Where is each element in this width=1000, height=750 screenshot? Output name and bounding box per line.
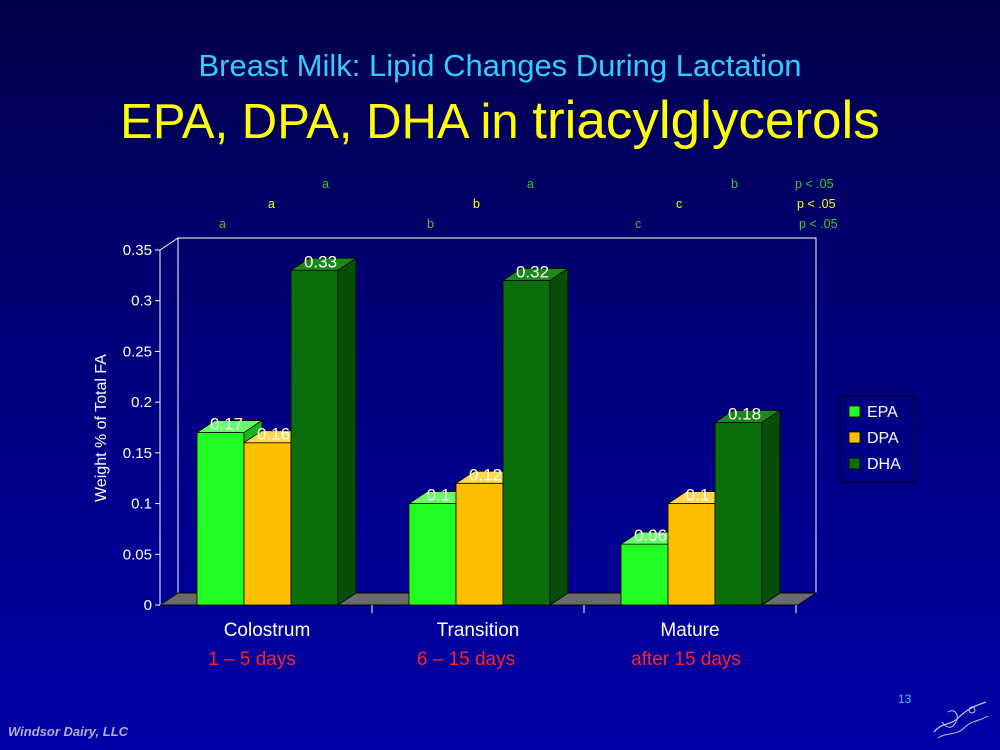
category-label-colostrum: Colostrum (223, 620, 311, 641)
bar-dpa-colostrum (243, 442, 292, 606)
y-tick-label: 0.35 (123, 242, 152, 259)
chart-side-wall (159, 237, 179, 606)
y-tick-label: 0.2 (131, 394, 152, 411)
data-label-epa-colostrum: 0.17 (210, 415, 243, 434)
sig-dha-transition: a (527, 177, 534, 191)
title-part-1: EPA, DPA, DHA in (120, 95, 533, 149)
sig-dpa-mature: c (676, 197, 683, 211)
y-tick-label: 0.25 (123, 343, 152, 360)
data-label-dpa-transition: 0.12 (469, 465, 502, 484)
data-label-epa-mature: 0.06 (634, 526, 667, 545)
footer-company: Windsor Dairy, LLC (8, 724, 129, 739)
legend-label-dpa: DPA (867, 430, 899, 447)
slide-subtitle: Breast Milk: Lipid Changes During Lactat… (198, 48, 802, 83)
sig-dha-p: p < .05 (795, 177, 834, 191)
bar-dha-transition (502, 280, 551, 606)
bar-side-dha-colostrum (337, 257, 357, 606)
bar-dpa-transition (455, 482, 504, 606)
bar-dpa-mature (667, 503, 716, 606)
bar-dha-mature (714, 422, 763, 606)
sig-dpa-p: p < .05 (797, 197, 836, 211)
logo-sketch-icon (933, 701, 989, 739)
bar-side-dha-mature (761, 409, 781, 606)
y-tick-label: 0 (144, 597, 152, 614)
data-label-dpa-mature: 0.1 (686, 486, 710, 505)
data-label-dha-transition: 0.32 (516, 262, 549, 281)
category-sub-colostrum: 1 – 5 days (208, 649, 296, 670)
sig-epa-mature: c (635, 217, 642, 231)
category-label-transition: Transition (436, 620, 520, 641)
page-number: 13 (898, 692, 912, 706)
legend-swatch-dpa (848, 431, 861, 444)
title-part-2: triacylglycerols (532, 91, 880, 150)
sig-epa-transition: b (427, 217, 434, 231)
legend-box (839, 395, 915, 483)
sig-epa-colostrum: a (219, 217, 226, 231)
bar-epa-transition (408, 503, 457, 606)
y-tick-label: 0.3 (131, 293, 152, 310)
bar-dha-colostrum (290, 269, 339, 606)
legend-swatch-dha (848, 457, 861, 470)
sig-dpa-transition: b (473, 197, 480, 211)
y-tick-label: 0.15 (123, 445, 152, 462)
y-axis-title: Weight % of Total FA (93, 354, 110, 502)
sig-epa-p: p < .05 (799, 217, 838, 231)
slide-title: EPA, DPA, DHA in triacylglycerols (0, 90, 1000, 151)
sig-dpa-colostrum: a (268, 197, 275, 211)
category-label-mature: Mature (660, 620, 720, 641)
y-tick-label: 0.05 (123, 546, 152, 563)
sig-dha-mature: b (731, 177, 738, 191)
data-label-dha-colostrum: 0.33 (304, 252, 337, 271)
legend-swatch-epa (848, 405, 861, 418)
legend-label-dha: DHA (867, 456, 901, 473)
y-tick-label: 0.1 (131, 496, 152, 513)
bar-epa-mature (620, 543, 669, 606)
data-label-epa-transition: 0.1 (427, 486, 451, 505)
legend-label-epa: EPA (867, 404, 898, 421)
category-sub-transition: 6 – 15 days (416, 649, 516, 670)
category-sub-mature: after 15 days (631, 649, 741, 670)
bar-side-dha-transition (549, 267, 569, 606)
data-label-dpa-colostrum: 0.16 (257, 425, 290, 444)
data-label-dha-mature: 0.18 (728, 404, 761, 423)
bar-epa-colostrum (196, 432, 245, 606)
sig-dha-colostrum: a (322, 177, 329, 191)
